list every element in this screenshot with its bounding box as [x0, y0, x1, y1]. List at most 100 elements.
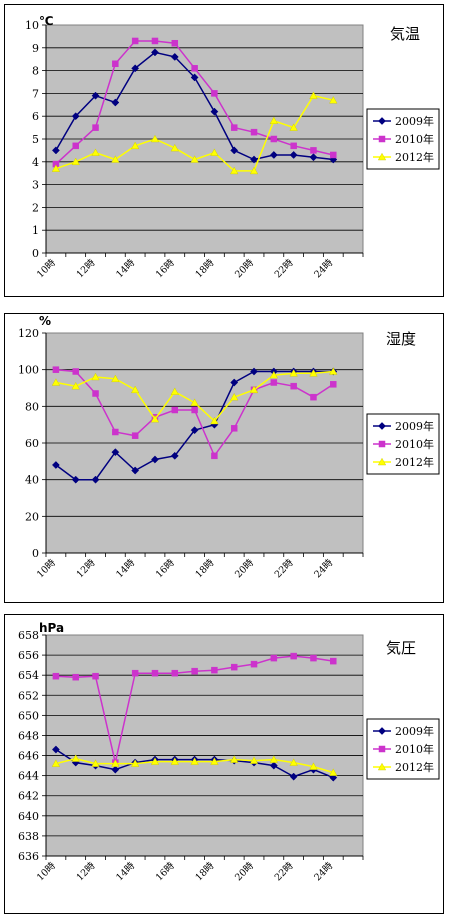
temperature-chart: 0 1 2 3 4 5 6 7 8 9 10 10時 12時 14時 16時 18時 20時 22時 24時 ℃ 気温 2…: [4, 4, 444, 297]
y-tick-label: 648: [18, 729, 39, 742]
data-point: [211, 452, 218, 460]
plot-area: [45, 634, 364, 857]
y-tick-label: 80: [25, 400, 39, 413]
data-point: [51, 164, 61, 172]
data-point: [171, 669, 179, 677]
data-point: [111, 374, 120, 383]
data-point: [270, 135, 278, 143]
data-point: [151, 669, 159, 677]
y-tick-label: 0: [32, 547, 39, 560]
data-point: [190, 73, 199, 82]
data-point: [71, 112, 80, 121]
data-point: [131, 432, 139, 439]
legend-marker: [377, 457, 387, 466]
x-tick-label: 12時: [75, 557, 98, 580]
data-point: [171, 39, 179, 47]
data-point: [230, 146, 239, 155]
x-tick-label: 20時: [233, 860, 256, 883]
data-point: [131, 385, 140, 394]
x-tick-label: 20時: [233, 257, 256, 280]
data-point: [190, 398, 199, 406]
x-tick-label: 16時: [154, 257, 177, 280]
data-point: [309, 153, 318, 162]
data-point: [310, 393, 317, 401]
legend-label: 2012年: [395, 455, 434, 469]
chart-svg: 636 638 640 642 644 646 648 650 652 654 656 658 10時 1…: [18, 621, 440, 883]
data-point: [150, 134, 160, 143]
data-point: [230, 392, 239, 401]
data-point: [270, 379, 278, 386]
data-point: [191, 406, 198, 414]
data-point: [111, 155, 120, 163]
chart-title: 気圧: [386, 639, 416, 657]
data-point: [191, 65, 198, 72]
data-point: [131, 466, 140, 475]
data-point: [269, 755, 278, 763]
data-point: [91, 148, 100, 156]
data-point: [170, 387, 179, 395]
data-point: [289, 772, 298, 781]
data-point: [210, 416, 219, 425]
x-tick-label: 22時: [273, 257, 296, 280]
data-point: [112, 428, 119, 436]
data-point: [91, 91, 100, 100]
series-2010年: [52, 652, 337, 766]
data-point: [309, 91, 318, 99]
series-2012年: [51, 91, 338, 175]
data-point: [92, 124, 99, 131]
y-tick-label: 7: [32, 87, 39, 100]
legend-marker: [378, 745, 386, 753]
legend-label: 2012年: [395, 150, 434, 164]
legend-label: 2010年: [395, 742, 434, 756]
data-point: [91, 475, 100, 484]
data-point: [111, 448, 120, 457]
x-tick-label: 16時: [154, 557, 177, 580]
y-tick-label: 9: [32, 42, 39, 55]
data-point: [250, 660, 258, 668]
data-point: [71, 754, 80, 762]
series-2012年: [51, 754, 338, 776]
data-point: [269, 116, 278, 124]
data-point: [52, 672, 60, 680]
data-point: [91, 759, 100, 767]
x-tick-label: 22時: [273, 557, 296, 580]
data-point: [329, 367, 338, 375]
data-point: [131, 141, 140, 150]
data-point: [329, 773, 338, 782]
x-tick-label: 20時: [233, 557, 256, 580]
y-tick-label: 2: [32, 201, 39, 214]
legend-label: 2010年: [395, 437, 434, 451]
x-tick-label: 12時: [75, 257, 98, 280]
data-point: [290, 382, 297, 390]
x-tick-label: 14時: [114, 257, 137, 280]
y-tick-label: 644: [18, 770, 39, 783]
series-2010年: [52, 37, 337, 168]
legend-marker: [378, 117, 386, 125]
data-point: [230, 378, 239, 387]
data-point: [51, 461, 60, 469]
y-tick-label: 636: [18, 850, 39, 863]
humidity-chart: 0 20 40 60 80 100 120 10時 12時 14時 16時 18時 20時 22時 24時%…: [4, 313, 444, 603]
data-point: [150, 757, 160, 765]
data-point: [269, 370, 278, 379]
x-tick-label: 18時: [193, 257, 216, 280]
x-tick-label: 10時: [35, 557, 58, 580]
series-2012年: [51, 367, 338, 425]
data-point: [71, 157, 80, 165]
x-tick-label: 10時: [35, 860, 58, 883]
data-point: [190, 155, 199, 163]
data-point: [111, 98, 120, 107]
pressure-chart: 636 638 640 642 644 646 648 650 652 654 656 658 10時 1…: [4, 614, 444, 914]
data-point: [150, 414, 160, 423]
y-tick-label: 650: [18, 709, 39, 722]
y-tick-label: 656: [18, 649, 39, 662]
chart-svg: 0 1 2 3 4 5 6 7 8 9 10 10時 12時 14時 16時 18時 20時 22時 24時 ℃ 気温 2…: [25, 14, 440, 280]
x-tick-label: 10時: [35, 257, 58, 280]
legend-label: 2010年: [395, 132, 434, 146]
data-point: [250, 155, 258, 164]
data-point: [171, 406, 179, 414]
data-point: [269, 761, 278, 770]
data-point: [92, 672, 99, 680]
data-point: [310, 654, 317, 662]
data-point: [210, 757, 219, 765]
